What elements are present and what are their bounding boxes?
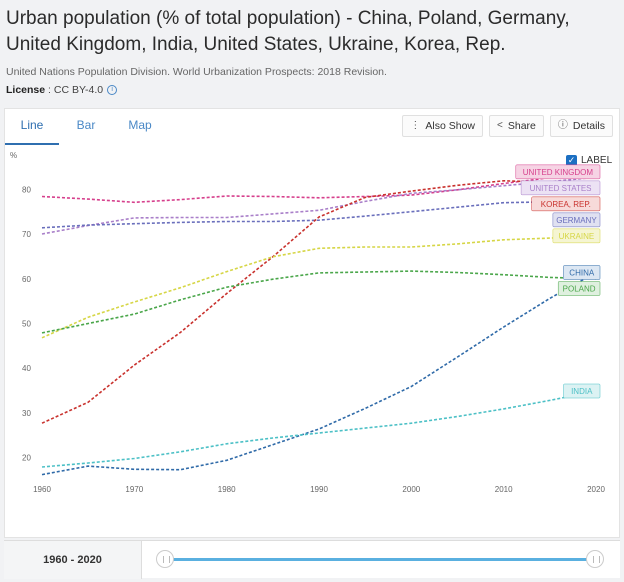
chart-card: Line Bar Map ⋮ Also Show < Share ⓘ Details bbox=[4, 108, 620, 538]
series-line bbox=[41, 199, 597, 229]
license-value[interactable]: CC BY-4.0 bbox=[53, 84, 104, 96]
y-tick-label: 50 bbox=[22, 319, 31, 328]
x-tick-label: 1960 bbox=[33, 485, 51, 494]
tab-line[interactable]: Line bbox=[5, 109, 59, 145]
range-slider-track[interactable] bbox=[164, 558, 596, 561]
info-icon[interactable]: i bbox=[107, 85, 118, 96]
chart-tools: ⋮ Also Show < Share ⓘ Details bbox=[402, 115, 613, 137]
tab-map[interactable]: Map bbox=[128, 118, 152, 132]
series-label-box bbox=[557, 281, 601, 296]
y-tick-label: 20 bbox=[22, 454, 31, 463]
series-line bbox=[41, 271, 597, 476]
source-text: United Nations Population Division. Worl… bbox=[6, 66, 387, 78]
info-circle-icon: ⓘ bbox=[557, 120, 568, 131]
x-tick-label: 2010 bbox=[495, 485, 513, 494]
also-show-label: Also Show bbox=[425, 120, 476, 132]
series-label-box bbox=[515, 164, 601, 180]
x-tick-label: 1980 bbox=[218, 485, 236, 494]
page-title: Urban population (% of total population)… bbox=[6, 8, 570, 55]
series-label-box bbox=[531, 196, 601, 212]
label-checkbox[interactable]: ✓ bbox=[566, 155, 577, 166]
series-label-box bbox=[552, 228, 601, 244]
series-label: UKRAINE bbox=[559, 232, 595, 241]
series-label: UNITED KINGDOM bbox=[523, 168, 594, 177]
chart-tabs: Line Bar Map bbox=[5, 109, 167, 145]
series-line bbox=[41, 235, 597, 339]
series-line bbox=[41, 176, 597, 235]
details-button[interactable]: ⓘ Details bbox=[549, 115, 613, 137]
series-label-box bbox=[563, 383, 601, 399]
series-label: INDIA bbox=[571, 387, 593, 396]
series-label: UNITED STATES bbox=[530, 184, 592, 193]
share-icon: < bbox=[497, 120, 503, 131]
range-label: 1960 - 2020 bbox=[4, 541, 142, 579]
also-show-button[interactable]: ⋮ Also Show bbox=[402, 115, 484, 137]
range-start-handle[interactable] bbox=[156, 550, 174, 568]
series-label: KOREA, REP. bbox=[541, 200, 591, 209]
series-line bbox=[41, 390, 597, 468]
series-label: POLAND bbox=[563, 284, 596, 293]
series-line bbox=[41, 171, 597, 204]
label-toggle-text: LABEL bbox=[581, 155, 613, 166]
x-tick-label: 1990 bbox=[310, 485, 328, 494]
range-bar: 1960 - 2020 bbox=[4, 540, 620, 579]
share-button[interactable]: < Share bbox=[489, 115, 544, 137]
y-tick-label: 60 bbox=[22, 275, 31, 284]
y-axis-label: % bbox=[10, 151, 17, 160]
license-line: License : CC BY-4.0 i bbox=[6, 84, 118, 96]
range-end-handle[interactable] bbox=[586, 550, 604, 568]
x-tick-label: 1970 bbox=[125, 485, 143, 494]
tab-bar[interactable]: Bar bbox=[76, 118, 96, 132]
y-tick-label: 80 bbox=[22, 185, 31, 194]
y-tick-label: 30 bbox=[22, 409, 31, 418]
details-label: Details bbox=[572, 120, 605, 132]
y-tick-label: 70 bbox=[22, 230, 31, 239]
share-label: Share bbox=[507, 120, 536, 132]
license-label: License bbox=[6, 84, 46, 96]
series-label-box bbox=[563, 265, 601, 280]
series-label-box bbox=[552, 212, 601, 228]
series-label: GERMANY bbox=[556, 216, 597, 225]
series-line bbox=[41, 270, 597, 334]
line-chart: % 20 30 40 50 60 70 80 1960 1970 1980 1990 2000 2010 2… bbox=[10, 151, 605, 494]
y-tick-label: 40 bbox=[22, 364, 31, 373]
more-vertical-icon: ⋮ bbox=[410, 120, 421, 131]
series-label: CHINA bbox=[569, 268, 595, 277]
label-toggle[interactable]: ✓ LABEL bbox=[566, 155, 612, 166]
x-tick-label: 2020 bbox=[587, 485, 605, 494]
series-label-box bbox=[520, 180, 601, 196]
series-line bbox=[41, 179, 597, 424]
x-tick-label: 2000 bbox=[402, 485, 420, 494]
